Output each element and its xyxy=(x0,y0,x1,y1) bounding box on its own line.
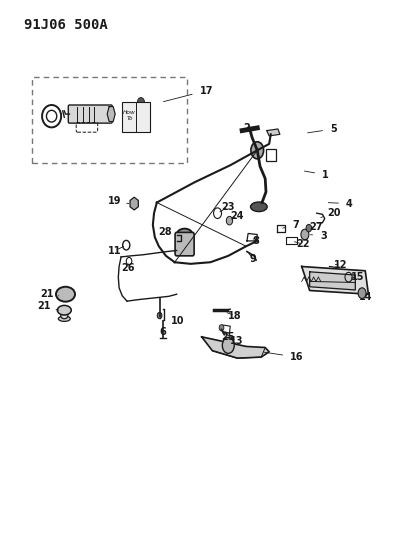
Circle shape xyxy=(306,224,312,232)
Polygon shape xyxy=(202,337,269,358)
Text: 9: 9 xyxy=(249,254,257,263)
Text: 16: 16 xyxy=(264,352,304,362)
Circle shape xyxy=(157,312,162,319)
Text: 12: 12 xyxy=(334,261,347,270)
Text: 11: 11 xyxy=(108,246,124,255)
Text: 6: 6 xyxy=(159,317,166,336)
Text: 14: 14 xyxy=(358,293,372,302)
Text: 13: 13 xyxy=(228,335,243,346)
Circle shape xyxy=(301,229,309,240)
Polygon shape xyxy=(302,266,368,294)
Text: 5: 5 xyxy=(308,124,337,134)
Bar xyxy=(266,149,276,161)
Ellipse shape xyxy=(58,316,70,321)
Polygon shape xyxy=(310,272,355,290)
Text: 4: 4 xyxy=(328,199,353,208)
Text: 2: 2 xyxy=(243,123,252,133)
Text: 26: 26 xyxy=(121,263,135,272)
Text: 15: 15 xyxy=(351,272,364,282)
Text: 1: 1 xyxy=(304,170,329,180)
Ellipse shape xyxy=(251,202,267,212)
Text: 27: 27 xyxy=(309,222,322,231)
Ellipse shape xyxy=(56,287,75,302)
Ellipse shape xyxy=(57,305,71,315)
Ellipse shape xyxy=(177,229,193,240)
Text: 8: 8 xyxy=(252,236,260,246)
Text: 22: 22 xyxy=(295,239,309,249)
Text: 21: 21 xyxy=(40,289,59,299)
Ellipse shape xyxy=(61,312,68,319)
Text: 25: 25 xyxy=(222,332,235,342)
Circle shape xyxy=(358,288,366,298)
Circle shape xyxy=(219,325,224,331)
Circle shape xyxy=(137,98,145,107)
Polygon shape xyxy=(107,107,115,122)
Circle shape xyxy=(251,142,264,159)
Text: 20: 20 xyxy=(321,208,341,218)
Circle shape xyxy=(222,337,234,353)
Text: 7: 7 xyxy=(283,220,299,230)
FancyBboxPatch shape xyxy=(122,102,150,132)
FancyBboxPatch shape xyxy=(68,105,112,123)
Text: 21: 21 xyxy=(38,302,59,311)
Polygon shape xyxy=(267,129,280,136)
Text: 24: 24 xyxy=(231,211,244,221)
Circle shape xyxy=(226,216,233,225)
Text: 23: 23 xyxy=(220,202,235,212)
Text: 17: 17 xyxy=(164,86,213,102)
Text: 91J06 500A: 91J06 500A xyxy=(24,18,108,31)
FancyBboxPatch shape xyxy=(175,232,194,256)
Text: 10: 10 xyxy=(165,309,185,326)
Text: 28: 28 xyxy=(158,227,172,237)
Text: 3: 3 xyxy=(310,231,327,240)
Text: 18: 18 xyxy=(227,311,242,320)
Bar xyxy=(32,77,187,163)
Text: How
To: How To xyxy=(123,110,136,121)
Text: 19: 19 xyxy=(108,197,129,206)
